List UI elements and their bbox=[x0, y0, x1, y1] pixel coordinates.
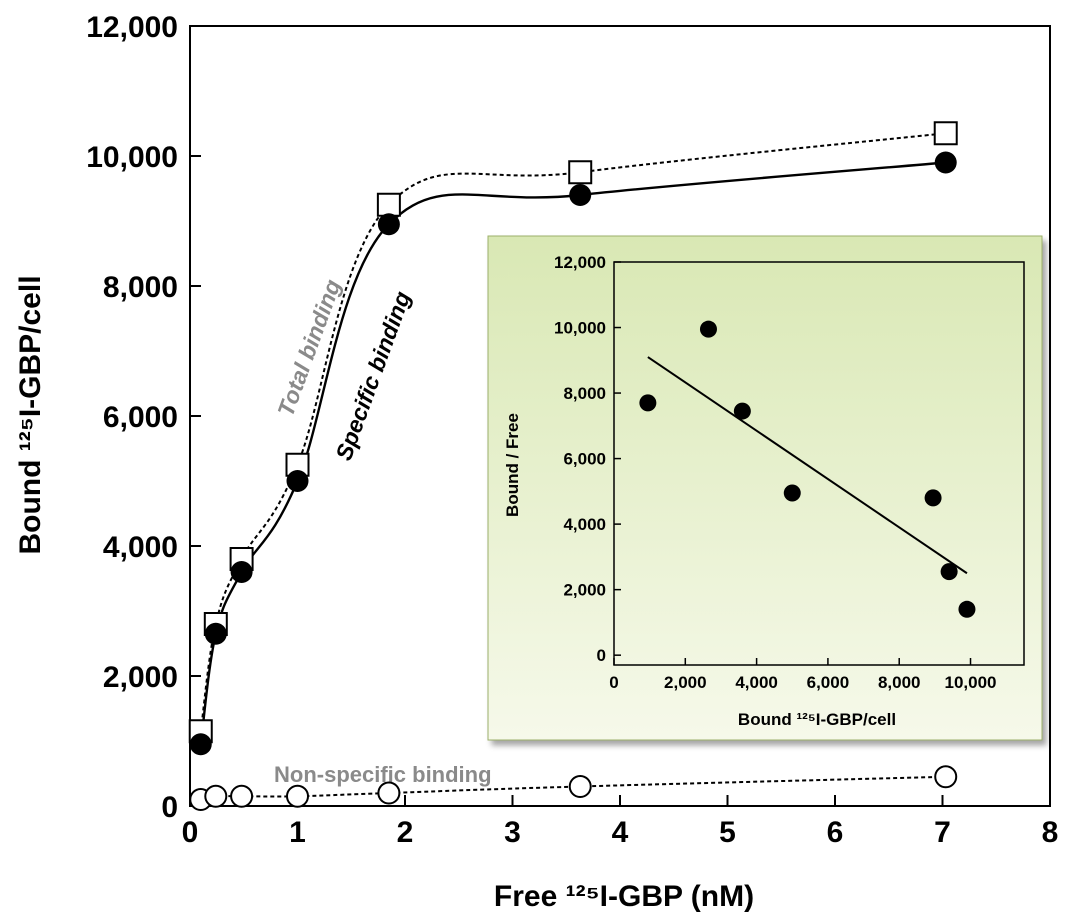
total-binding-line bbox=[199, 132, 946, 732]
inset-marks bbox=[639, 320, 976, 618]
specific-binding-point bbox=[230, 561, 253, 583]
non-specific-binding-point bbox=[934, 765, 958, 789]
non-specific-binding-point bbox=[204, 784, 228, 808]
main-y-axis-title: Bound ¹²⁵I-GBP/cell bbox=[14, 275, 47, 554]
inset-y-tick-label: 6,000 bbox=[563, 450, 606, 469]
inset-panel-background bbox=[487, 235, 1043, 741]
main-y-tick-label: 2,000 bbox=[103, 661, 178, 694]
specific-binding-point bbox=[569, 184, 592, 206]
scatchard-inset: 0 2,000 4,000 6,000 8,000 10,000 0 2,000 4,000 6,… bbox=[487, 235, 1043, 741]
inset-x-tick-label: 0 bbox=[609, 673, 618, 692]
main-series-markers bbox=[188, 121, 958, 811]
inset-y-tick-label: 0 bbox=[597, 646, 606, 665]
main-y-tick-label: 12,000 bbox=[86, 11, 178, 44]
main-x-tick-label: 2 bbox=[397, 816, 414, 849]
inset-y-tick-label: 12,000 bbox=[554, 253, 606, 272]
non-specific-binding-point bbox=[377, 781, 401, 805]
non-specific-binding-label: Non-specific binding bbox=[274, 762, 492, 787]
inset-x-tick-label: 6,000 bbox=[807, 673, 850, 692]
inset-data-point bbox=[733, 402, 751, 420]
inset-data-point bbox=[924, 489, 942, 507]
total-binding-point bbox=[376, 192, 401, 217]
specific-binding-point bbox=[204, 622, 227, 645]
main-y-tick-label: 4,000 bbox=[103, 531, 178, 564]
main-x-tick-label: 6 bbox=[827, 816, 844, 849]
inset-x-tick-label: 2,000 bbox=[664, 673, 707, 692]
main-x-tick-label: 1 bbox=[289, 816, 306, 849]
non-specific-binding-point bbox=[568, 775, 592, 798]
inset-x-tick-label: 4,000 bbox=[735, 673, 778, 692]
inset-data-point bbox=[958, 600, 976, 618]
main-y-tick-label: 6,000 bbox=[103, 401, 178, 434]
total-binding-point bbox=[568, 160, 593, 185]
main-y-tick-label: 0 bbox=[161, 791, 178, 824]
main-x-tick-label: 5 bbox=[719, 816, 736, 849]
inset-regression-line bbox=[647, 356, 968, 575]
inset-x-tick-label: 8,000 bbox=[878, 673, 921, 692]
inset-data-point bbox=[783, 484, 801, 502]
main-x-tick-label: 4 bbox=[612, 816, 629, 849]
main-plot-area: 0 1 2 3 4 5 6 7 8 0 2,000 4,000 6,000 8,000 10,000 12,0… bbox=[86, 11, 1058, 849]
main-x-axis-title: Free ¹²⁵I-GBP (nM) bbox=[494, 880, 754, 913]
inset-y-tick-label: 2,000 bbox=[563, 581, 606, 600]
main-x-tick-label: 8 bbox=[1042, 816, 1059, 849]
inset-y-axis-title: Bound / Free bbox=[503, 413, 522, 517]
specific-binding-point bbox=[286, 470, 309, 492]
total-binding-point bbox=[933, 121, 958, 146]
inset-y-tick-label: 8,000 bbox=[563, 384, 606, 403]
specific-binding-point bbox=[377, 213, 400, 236]
main-y-tick-label: 10,000 bbox=[86, 141, 178, 174]
inset-data-point bbox=[639, 394, 657, 412]
inset-x-tick-label: 10,000 bbox=[945, 673, 997, 692]
inset-data-point bbox=[699, 320, 717, 338]
specific-binding-point bbox=[189, 733, 212, 756]
inset-x-axis-title: Bound ¹²⁵I-GBP/cell bbox=[738, 710, 896, 729]
main-y-tick-label: 8,000 bbox=[103, 271, 178, 304]
non-specific-binding-point bbox=[286, 784, 309, 808]
non-specific-binding-point bbox=[230, 784, 254, 808]
specific-binding-point bbox=[934, 151, 957, 174]
main-x-tick-label: 0 bbox=[182, 816, 199, 849]
inset-y-tick-label: 4,000 bbox=[563, 515, 606, 534]
inset-data-point bbox=[940, 563, 958, 581]
inset-y-tick-label: 10,000 bbox=[554, 319, 606, 338]
main-x-tick-label: 3 bbox=[504, 816, 521, 849]
main-x-tick-label: 7 bbox=[934, 816, 951, 849]
inset-plot-frame bbox=[613, 261, 1025, 666]
inset-plot-area: 0 2,000 4,000 6,000 8,000 10,000 0 2,000 4,000 6,… bbox=[554, 253, 1025, 692]
